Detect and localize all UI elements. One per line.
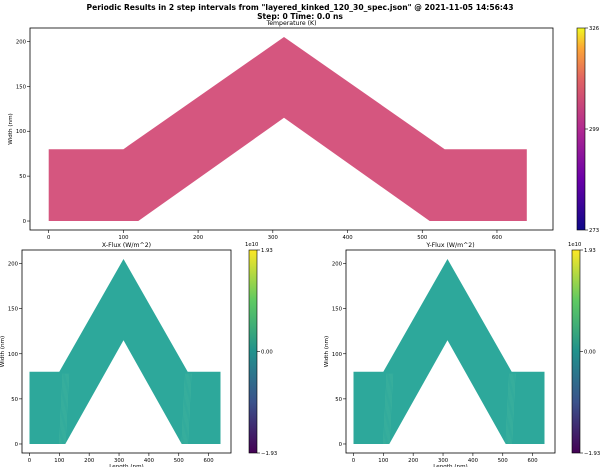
axes-frame bbox=[29, 27, 554, 231]
heatmap-region bbox=[48, 37, 527, 221]
x-tick-label: 300 bbox=[438, 458, 449, 464]
y-tick-label: 150 bbox=[8, 307, 19, 313]
mesh-line bbox=[383, 373, 388, 444]
figure-title: Periodic Results in 2 step intervals fro… bbox=[86, 3, 514, 12]
colorbar-multiplier: 1e10 bbox=[245, 242, 259, 248]
mesh-line bbox=[384, 373, 389, 444]
colorbar-tick-label: 1.93 bbox=[584, 248, 596, 254]
x-axis-label: Length (nm) bbox=[109, 464, 143, 467]
chart-panel-2: X-Flux (W/m^2) 0 100 200 300 400 500 600 0 50 100 1… bbox=[0, 242, 277, 467]
mesh-line bbox=[509, 373, 514, 444]
mesh-shading bbox=[383, 373, 516, 444]
chart-panel-1: Temperature (K) 0 100 200 300 400 500 600 0 50 100… bbox=[8, 20, 600, 241]
y-tick-label: 200 bbox=[16, 39, 27, 45]
x-tick-label: 600 bbox=[204, 458, 215, 464]
y-tick-label: 50 bbox=[11, 397, 18, 403]
colorbar-gradient bbox=[248, 249, 258, 454]
y-tick-label: 200 bbox=[8, 262, 19, 268]
colorbar-tick-label: 299 bbox=[589, 127, 599, 133]
y-axis-label: Width (nm) bbox=[324, 336, 330, 367]
x-axis-label: Length (nm) bbox=[433, 464, 467, 467]
colorbar: 1.93 0.00 −1.93 1e10 bbox=[245, 242, 277, 457]
mesh-line bbox=[389, 373, 394, 444]
mesh-line bbox=[181, 373, 186, 444]
mesh-line bbox=[510, 373, 515, 444]
colorbar-gradient bbox=[571, 249, 581, 454]
x-tick-label: 600 bbox=[492, 235, 503, 241]
mesh-line bbox=[185, 373, 190, 444]
y-tick-label: 0 bbox=[23, 219, 27, 225]
colorbar-multiplier: 1e10 bbox=[568, 242, 582, 248]
mesh-line bbox=[60, 373, 65, 444]
y-tick-label: 100 bbox=[332, 352, 343, 358]
colorbar-tick-label: 0.00 bbox=[261, 350, 273, 356]
x-tick-label: 200 bbox=[193, 235, 204, 241]
y-tick-label: 50 bbox=[19, 174, 26, 180]
mesh-line bbox=[505, 373, 510, 444]
mesh-line bbox=[61, 373, 66, 444]
y-tick-label: 100 bbox=[16, 129, 27, 135]
axes-frame bbox=[345, 249, 556, 454]
y-tick-label: 200 bbox=[332, 262, 343, 268]
x-tick-label: 400 bbox=[342, 235, 353, 241]
panel-title: Y-Flux (W/m^2) bbox=[425, 242, 474, 249]
x-tick-label: 100 bbox=[378, 458, 389, 464]
x-tick-label: 400 bbox=[468, 458, 479, 464]
y-tick-label: 0 bbox=[15, 442, 19, 448]
axes-frame bbox=[21, 249, 232, 454]
panel-title: Temperature (K) bbox=[265, 20, 316, 27]
colorbar-tick-label: 0.00 bbox=[584, 350, 596, 356]
mesh-line bbox=[63, 373, 68, 444]
heatmap-region bbox=[353, 259, 545, 444]
colorbar-gradient bbox=[576, 27, 586, 231]
heatmap-region bbox=[29, 259, 221, 444]
chart-panel-3: Y-Flux (W/m^2) 0 100 200 300 400 500 600 0 50 100 1… bbox=[324, 242, 600, 467]
x-tick-label: 100 bbox=[54, 458, 65, 464]
mesh-shading bbox=[59, 373, 192, 444]
mesh-line bbox=[62, 373, 67, 444]
figure-subtitle: Step: 0 Time: 0.0 ns bbox=[257, 12, 343, 21]
colorbar-tick-label: −1.93 bbox=[261, 451, 277, 457]
x-tick-label: 200 bbox=[84, 458, 95, 464]
y-tick-label: 150 bbox=[16, 84, 27, 90]
y-tick-label: 100 bbox=[8, 352, 19, 358]
x-tick-label: 0 bbox=[352, 458, 356, 464]
panel-title: X-Flux (W/m^2) bbox=[102, 242, 151, 249]
mesh-line bbox=[386, 373, 391, 444]
mesh-line bbox=[385, 373, 390, 444]
colorbar-tick-label: 273 bbox=[589, 228, 599, 234]
x-tick-label: 500 bbox=[498, 458, 509, 464]
y-tick-label: 50 bbox=[335, 397, 342, 403]
colorbar-tick-label: 326 bbox=[589, 26, 600, 32]
mesh-line bbox=[183, 373, 188, 444]
x-tick-label: 200 bbox=[408, 458, 419, 464]
colorbar: 326 299 273 bbox=[576, 26, 600, 234]
y-axis-label: Width (nm) bbox=[0, 336, 6, 367]
x-tick-label: 300 bbox=[114, 458, 125, 464]
colorbar-tick-label: −1.93 bbox=[584, 451, 600, 457]
x-tick-label: 400 bbox=[144, 458, 155, 464]
mesh-line bbox=[186, 373, 191, 444]
mesh-line bbox=[387, 373, 392, 444]
x-tick-label: 300 bbox=[268, 235, 279, 241]
x-tick-label: 500 bbox=[417, 235, 428, 241]
y-tick-label: 150 bbox=[332, 307, 343, 313]
mesh-line bbox=[65, 373, 70, 444]
x-tick-label: 0 bbox=[28, 458, 32, 464]
x-tick-label: 600 bbox=[528, 458, 539, 464]
mesh-line bbox=[506, 373, 511, 444]
colorbar: 1.93 0.00 −1.93 1e10 bbox=[568, 242, 600, 457]
y-axis-label: Width (nm) bbox=[8, 113, 14, 144]
x-tick-label: 0 bbox=[47, 235, 51, 241]
mesh-line bbox=[511, 373, 516, 444]
mesh-line bbox=[182, 373, 187, 444]
mesh-line bbox=[59, 373, 64, 444]
colorbar-tick-label: 1.93 bbox=[261, 248, 273, 254]
y-tick-label: 0 bbox=[339, 442, 343, 448]
mesh-line bbox=[187, 373, 192, 444]
mesh-line bbox=[507, 373, 512, 444]
x-tick-label: 100 bbox=[118, 235, 129, 241]
x-tick-label: 500 bbox=[174, 458, 185, 464]
